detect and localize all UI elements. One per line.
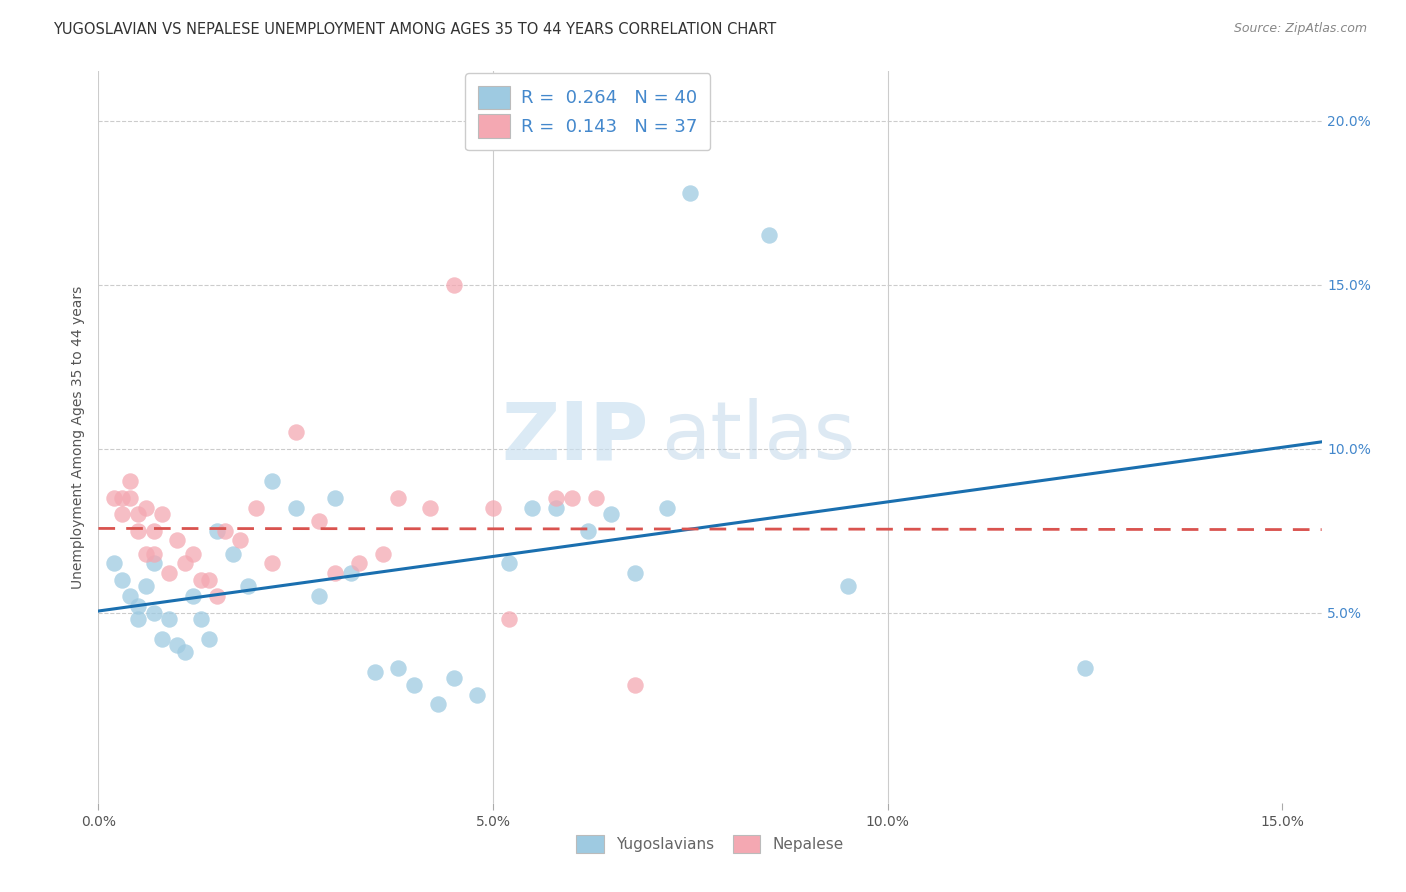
Point [103,491,125,505]
Point [198,632,221,646]
Point [323,491,346,505]
Point [142,547,165,561]
Point [308,514,330,528]
Point [340,566,363,581]
Point [135,579,157,593]
Point [585,491,607,505]
Point [150,507,173,521]
Point [837,579,859,593]
Y-axis label: Unemployment Among Ages 35 to 44 years: Unemployment Among Ages 35 to 44 years [72,285,86,589]
Point [758,228,780,243]
Point [198,573,221,587]
Point [323,566,346,581]
Point [150,632,173,646]
Point [229,533,252,548]
Point [190,573,212,587]
Point [308,589,330,603]
Point [561,491,583,505]
Point [118,475,141,489]
Point [118,589,141,603]
Point [419,500,441,515]
Text: ZIP: ZIP [502,398,648,476]
Point [443,671,465,685]
Point [127,507,149,521]
Text: Source: ZipAtlas.com: Source: ZipAtlas.com [1233,22,1367,36]
Point [135,500,157,515]
Point [426,698,449,712]
Point [135,547,157,561]
Point [546,491,568,505]
Point [118,491,141,505]
Point [624,566,647,581]
Point [404,678,426,692]
Point [174,557,197,571]
Point [679,186,702,200]
Text: YUGOSLAVIAN VS NEPALESE UNEMPLOYMENT AMONG AGES 35 TO 44 YEARS CORRELATION CHART: YUGOSLAVIAN VS NEPALESE UNEMPLOYMENT AMO… [53,22,776,37]
Point [127,599,149,613]
Point [127,612,149,626]
Point [214,524,236,538]
Point [127,524,149,538]
Point [546,500,568,515]
Point [371,547,394,561]
Point [498,612,520,626]
Point [238,579,260,593]
Point [465,688,488,702]
Point [181,547,204,561]
Point [624,678,647,692]
Point [205,524,228,538]
Point [363,665,385,679]
Point [1074,661,1097,675]
Point [142,606,165,620]
Point [111,491,134,505]
Point [655,500,678,515]
Point [166,533,188,548]
Point [205,589,228,603]
Point [522,500,544,515]
Point [387,491,409,505]
Point [576,524,599,538]
Point [443,277,465,292]
Point [347,557,370,571]
Point [284,425,307,439]
Point [181,589,204,603]
Point [159,566,181,581]
Point [600,507,623,521]
Point [387,661,409,675]
Point [142,557,165,571]
Point [142,524,165,538]
Point [260,557,283,571]
Point [166,638,188,652]
Point [482,500,505,515]
Point [190,612,212,626]
Point [159,612,181,626]
Legend: Yugoslavians, Nepalese: Yugoslavians, Nepalese [569,827,851,861]
Point [498,557,520,571]
Point [245,500,267,515]
Point [103,557,125,571]
Point [111,507,134,521]
Point [111,573,134,587]
Point [174,645,197,659]
Point [284,500,307,515]
Point [260,475,283,489]
Text: atlas: atlas [661,398,855,476]
Point [221,547,243,561]
